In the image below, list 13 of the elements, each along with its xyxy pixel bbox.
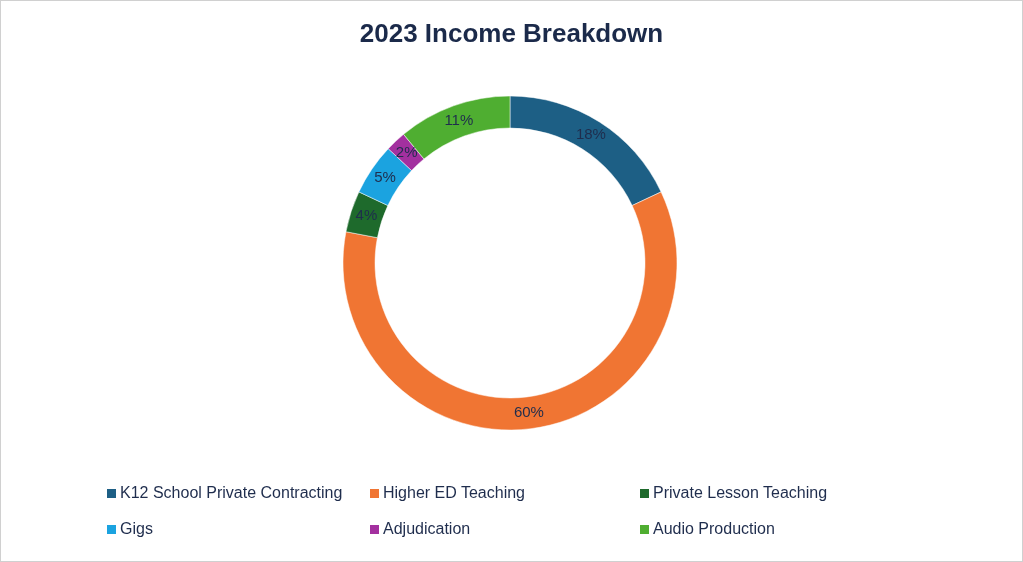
data-label: 60% [513, 402, 544, 420]
legend-label: Adjudication [383, 520, 471, 538]
data-label: 2% [395, 142, 418, 160]
legend-label: Private Lesson Teaching [653, 484, 828, 502]
legend-label: K12 School Private Contracting [120, 484, 343, 502]
chart-title: 2023 Income Breakdown [359, 18, 664, 48]
data-label: 11% [444, 110, 474, 128]
legend-label: Audio Production [653, 520, 775, 538]
data-label: 18% [575, 125, 606, 143]
data-label: 5% [374, 168, 396, 186]
legend-label: Higher ED Teaching [383, 484, 526, 502]
data-label: 4% [355, 206, 378, 224]
legend-label: Gigs [120, 520, 153, 538]
